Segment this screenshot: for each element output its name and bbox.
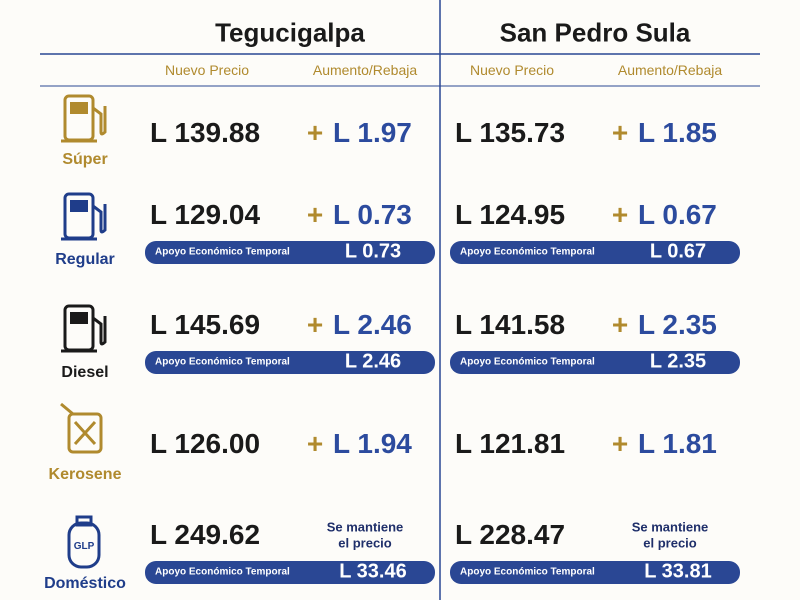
fuel-icon [61, 192, 107, 241]
note-line: Se mantiene [326, 519, 404, 535]
price-change: L 1.85 [638, 117, 717, 148]
fuel-icon [61, 94, 107, 143]
new-price: L 249.62 [150, 519, 261, 550]
change-sign: + [611, 428, 629, 459]
price-change: L 2.46 [333, 309, 412, 340]
price-change: L 2.35 [638, 309, 717, 340]
change-sign: + [306, 199, 324, 230]
price-change: L 1.97 [333, 117, 412, 148]
support-label: Apoyo Económico Temporal [460, 566, 595, 578]
support-bar [450, 350, 740, 374]
fuel-icon [60, 402, 103, 454]
price-heading: Nuevo Precio [469, 62, 555, 78]
support-value: L 33.46 [339, 560, 407, 583]
new-price: L 141.58 [455, 309, 566, 340]
price-change: L 0.73 [333, 199, 412, 230]
fuel-name: Regular [55, 251, 115, 268]
support-label: Apoyo Económico Temporal [460, 246, 595, 258]
support-value: L 2.35 [649, 350, 707, 373]
new-price: L 135.73 [455, 117, 566, 148]
support-bar [145, 240, 435, 264]
support-value: L 2.46 [344, 350, 402, 373]
city-name: Tegucigalpa [215, 17, 365, 48]
new-price: L 145.69 [150, 309, 261, 340]
fuel-name: Doméstico [44, 575, 126, 592]
support-value: L 0.73 [344, 240, 402, 263]
note-line: el precio [643, 535, 697, 551]
fuel-name: Diesel [61, 364, 109, 381]
change-heading: Aumento/Rebaja [617, 62, 723, 78]
fuel-name: Kerosene [48, 466, 122, 483]
support-label: Apoyo Económico Temporal [155, 566, 290, 578]
new-price: L 126.00 [150, 428, 261, 459]
note-line: Se mantiene [631, 519, 709, 535]
change-sign: + [611, 199, 629, 230]
note-line: el precio [338, 535, 392, 551]
new-price: L 139.88 [150, 117, 261, 148]
fuel-name: Súper [62, 151, 108, 168]
support-bar [145, 560, 435, 584]
fuel-icon: GLP [67, 515, 101, 569]
price-change: L 1.81 [638, 428, 717, 459]
support-value: L 33.81 [644, 560, 712, 583]
new-price: L 228.47 [455, 519, 566, 550]
new-price: L 129.04 [150, 199, 261, 230]
support-label: Apoyo Económico Temporal [155, 246, 290, 258]
change-sign: + [611, 117, 629, 148]
support-bar [145, 350, 435, 374]
price-change: L 0.67 [638, 199, 717, 230]
support-value: L 0.67 [649, 240, 707, 263]
new-price: L 121.81 [455, 428, 566, 459]
change-sign: + [306, 428, 324, 459]
change-sign: + [611, 309, 629, 340]
fuel-icon [61, 304, 107, 353]
price-change: L 1.94 [333, 428, 412, 459]
change-sign: + [306, 117, 324, 148]
support-bar [450, 240, 740, 264]
price-heading: Nuevo Precio [164, 62, 250, 78]
new-price: L 124.95 [455, 199, 566, 230]
icon-label: GLP [74, 541, 95, 552]
support-label: Apoyo Económico Temporal [460, 356, 595, 368]
support-bar [450, 560, 740, 584]
support-label: Apoyo Económico Temporal [155, 356, 290, 368]
change-sign: + [306, 309, 324, 340]
change-heading: Aumento/Rebaja [312, 62, 418, 78]
city-name: San Pedro Sula [499, 17, 691, 48]
